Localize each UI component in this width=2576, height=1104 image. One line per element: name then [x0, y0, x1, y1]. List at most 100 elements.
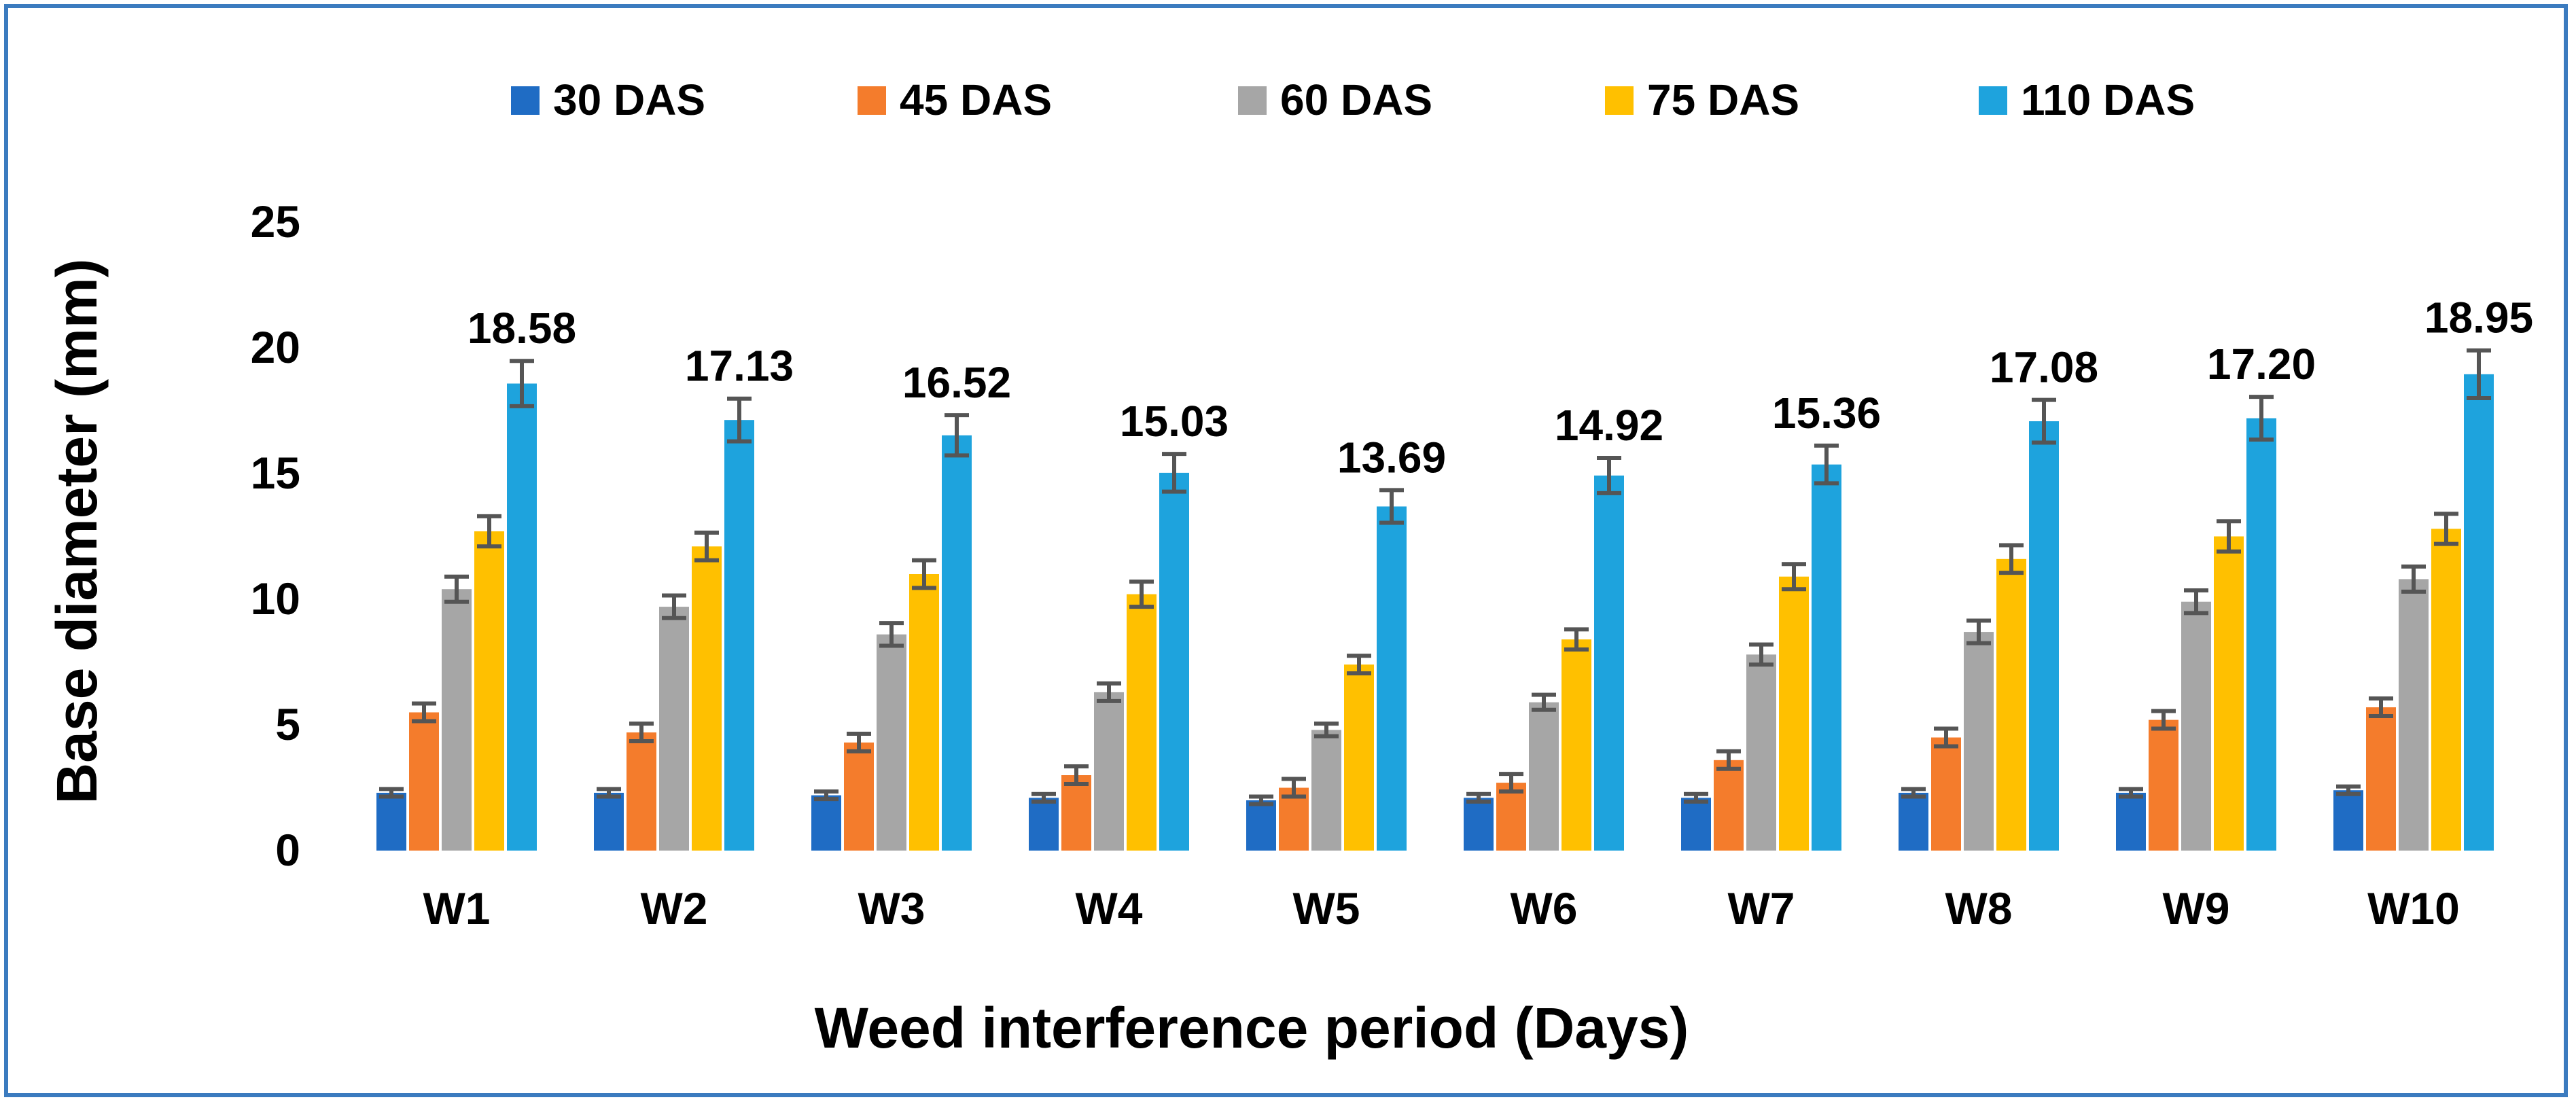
- bar-W4-s1: [1029, 798, 1059, 851]
- bar-W3-s2: [844, 742, 874, 851]
- x-axis-categories: W1 W2 W3 W4 W5 W6 W7 W8 W9 W10: [423, 883, 2460, 933]
- error-bar-W3-s3: [879, 621, 904, 648]
- x-category-W1: W1: [423, 883, 491, 933]
- bar-W1-s1: [376, 792, 406, 851]
- bar-W5-s3: [1311, 730, 1341, 851]
- error-bar-W8-s1: [1901, 787, 1926, 799]
- error-bar-W6-s4: [1564, 627, 1589, 652]
- legend-swatch-3: [1238, 86, 1267, 115]
- error-bar-W8-s5: [2032, 397, 2056, 445]
- error-bar-W8-s4: [1999, 543, 2024, 575]
- error-bar-W3-s5: [945, 413, 969, 458]
- bar-W8-s1: [1899, 792, 1928, 851]
- bar-W5-s5: [1377, 506, 1407, 851]
- error-bar-W3-s1: [814, 789, 839, 802]
- legend-label-4: 75 DAS: [1647, 75, 1799, 124]
- error-bar-W7-s2: [1716, 749, 1741, 771]
- bar-W3-s3: [877, 634, 906, 851]
- x-category-W6: W6: [1511, 883, 1578, 933]
- bar-W2-s1: [594, 792, 624, 851]
- legend-label-1: 30 DAS: [553, 75, 705, 124]
- error-bar-W9-s4: [2217, 519, 2241, 554]
- bar-W10-s1: [2333, 790, 2363, 851]
- bar-W9-s5: [2246, 418, 2276, 851]
- legend-label-5: 110 DAS: [2021, 75, 2195, 124]
- error-bar-W5-s2: [1282, 777, 1306, 799]
- bar-W2-s5: [724, 420, 754, 851]
- error-bars: [379, 348, 2491, 806]
- legend-swatch-2: [858, 86, 886, 115]
- error-bar-W1-s1: [379, 787, 404, 799]
- error-bar-W6-s3: [1532, 692, 1556, 712]
- error-bar-W4-s3: [1097, 681, 1121, 703]
- error-bar-W5-s4: [1347, 654, 1371, 676]
- error-bar-W9-s3: [2184, 588, 2208, 616]
- error-bar-W1-s2: [412, 701, 436, 724]
- y-tick-label-0: 0: [275, 825, 300, 875]
- bar-W10-s3: [2399, 579, 2429, 851]
- data-label-W9: 17.20: [2207, 340, 2316, 389]
- y-tick-label-2: 10: [251, 573, 300, 624]
- data-labels: 18.58 17.13 16.52 15.03 13.69 14.92 15.36 17.08…: [467, 293, 2533, 482]
- data-label-W5: 13.69: [1337, 433, 1446, 482]
- error-bar-W9-s2: [2151, 709, 2176, 731]
- bar-W3-s1: [811, 795, 841, 851]
- legend-swatch-5: [1979, 86, 2007, 115]
- y-axis-ticks: 0 5 10 15 20 25: [251, 196, 300, 875]
- error-bar-W9-s1: [2119, 787, 2143, 799]
- bar-W10-s4: [2431, 529, 2461, 851]
- x-category-W10: W10: [2367, 883, 2460, 933]
- bar-W7-s3: [1746, 654, 1776, 851]
- bar-W4-s2: [1061, 775, 1091, 851]
- bar-W7-s5: [1812, 464, 1841, 851]
- error-bar-W4-s1: [1031, 791, 1056, 804]
- error-bar-W5-s1: [1249, 794, 1273, 806]
- error-bar-W5-s5: [1379, 488, 1404, 525]
- bar-W1-s4: [474, 531, 504, 851]
- bar-W9-s3: [2181, 601, 2211, 851]
- bar-W5-s4: [1344, 664, 1374, 851]
- error-bar-W10-s5: [2467, 348, 2491, 400]
- data-label-W2: 17.13: [685, 342, 794, 391]
- error-bar-W2-s4: [694, 530, 719, 563]
- x-axis-title: Weed interference period (Days): [815, 996, 1689, 1060]
- y-tick-label-3: 15: [251, 448, 300, 498]
- bar-W7-s2: [1714, 760, 1744, 851]
- data-label-W8: 17.08: [1990, 343, 2098, 392]
- error-bar-W2-s2: [629, 722, 654, 744]
- bar-W7-s4: [1779, 576, 1809, 851]
- error-bar-W3-s2: [847, 731, 871, 753]
- error-bar-W3-s4: [912, 558, 936, 590]
- bar-W9-s2: [2149, 719, 2178, 851]
- y-tick-label-1: 5: [275, 699, 300, 749]
- error-bar-W4-s5: [1162, 452, 1186, 494]
- bar-W10-s2: [2366, 707, 2396, 851]
- bar-W3-s4: [909, 574, 939, 851]
- bar-W2-s3: [659, 607, 689, 851]
- bar-W3-s5: [942, 435, 972, 851]
- legend-swatch-4: [1605, 86, 1634, 115]
- bar-W8-s5: [2029, 421, 2059, 851]
- legend: 30 DAS 45 DAS 60 DAS 75 DAS 110 DAS: [511, 75, 2195, 124]
- bar-W4-s3: [1094, 692, 1124, 851]
- bar-W6-s5: [1594, 475, 1624, 851]
- error-bar-W2-s3: [662, 593, 686, 620]
- bar-chart: 30 DAS 45 DAS 60 DAS 75 DAS 110 DAS 0 5 10 15 20…: [45, 75, 2533, 1060]
- y-tick-label-5: 25: [251, 196, 300, 247]
- bar-W2-s4: [692, 546, 722, 851]
- error-bar-W10-s2: [2369, 696, 2393, 719]
- y-tick-label-4: 20: [251, 322, 300, 372]
- data-label-W4: 15.03: [1120, 397, 1229, 446]
- error-bar-W6-s1: [1466, 791, 1491, 804]
- data-label-W10: 18.95: [2424, 293, 2533, 342]
- error-bar-W7-s5: [1814, 443, 1839, 486]
- bar-W9-s1: [2116, 792, 2146, 851]
- error-bar-W4-s4: [1129, 580, 1154, 609]
- x-category-W2: W2: [641, 883, 708, 933]
- error-bar-W6-s2: [1499, 772, 1523, 794]
- legend-label-2: 45 DAS: [900, 75, 1052, 124]
- data-label-W3: 16.52: [902, 358, 1011, 407]
- bar-W4-s4: [1127, 594, 1157, 851]
- error-bar-W1-s5: [510, 359, 534, 408]
- bar-W4-s5: [1159, 472, 1189, 851]
